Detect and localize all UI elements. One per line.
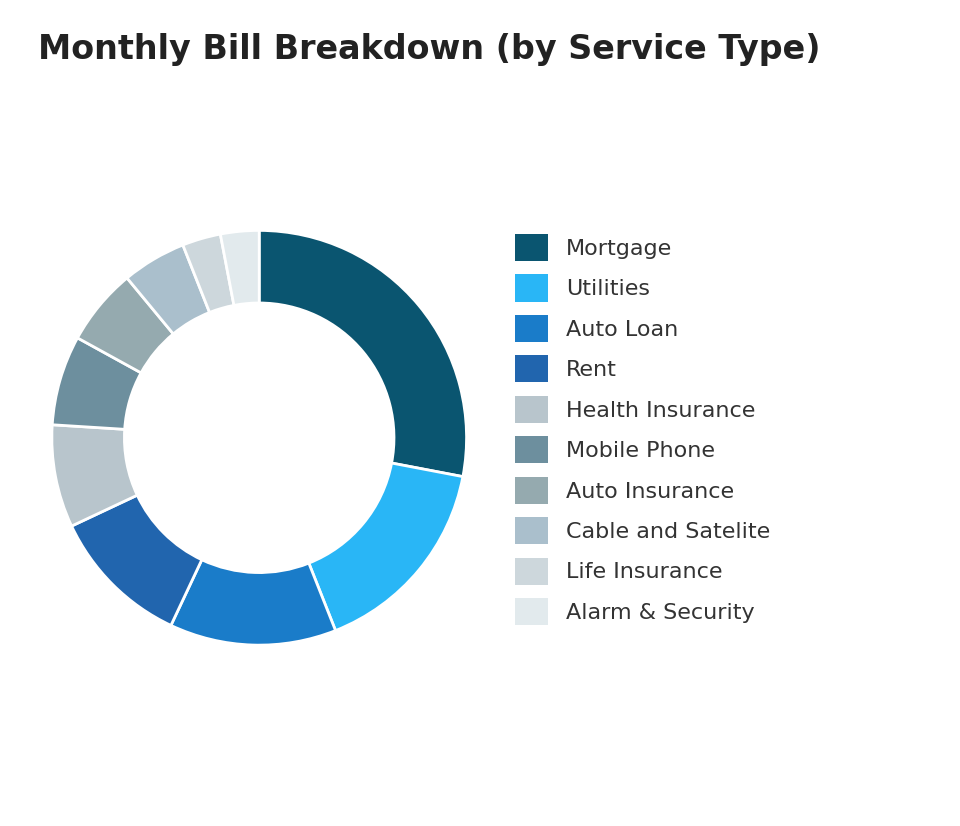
Legend: Mortgage, Utilities, Auto Loan, Rent, Health Insurance, Mobile Phone, Auto Insur: Mortgage, Utilities, Auto Loan, Rent, He… [516,234,771,625]
Wedge shape [171,560,336,645]
Text: Monthly Bill Breakdown (by Service Type): Monthly Bill Breakdown (by Service Type) [38,33,821,66]
Wedge shape [309,463,463,630]
Wedge shape [259,230,467,477]
Wedge shape [52,425,137,526]
Wedge shape [72,495,202,625]
Wedge shape [182,234,234,312]
Wedge shape [52,338,141,430]
Wedge shape [127,245,209,334]
Wedge shape [221,230,259,306]
Wedge shape [78,278,174,373]
